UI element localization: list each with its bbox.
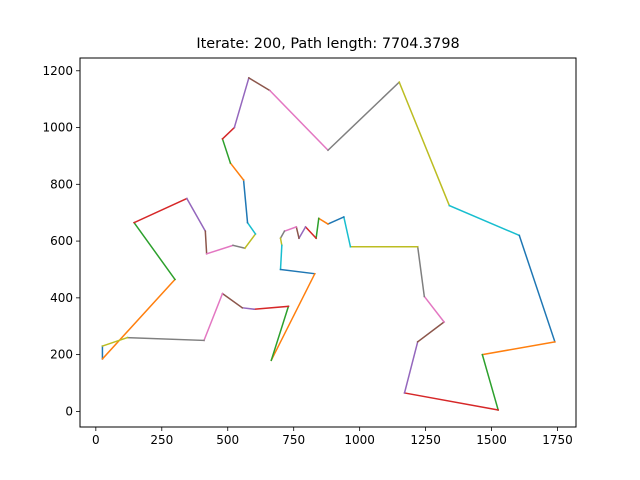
path-segment [205, 244, 234, 255]
path-segment [416, 320, 446, 343]
path-segment [247, 76, 271, 92]
x-tick-label: 250 [150, 433, 173, 447]
path-segment [416, 245, 426, 298]
path-segment [221, 137, 232, 164]
path-segment [279, 230, 286, 240]
path-segment [398, 81, 451, 207]
path-segment [283, 225, 298, 233]
path-segment [185, 197, 207, 233]
path-segment [246, 221, 257, 236]
x-tick-label: 1000 [344, 433, 375, 447]
y-tick-label: 600 [50, 234, 73, 248]
y-tick-label: 1000 [42, 121, 73, 135]
path-segment [253, 305, 290, 311]
path-segment [270, 272, 316, 362]
path-segment [233, 76, 250, 129]
y-tick-label: 200 [50, 348, 73, 362]
path-segment [304, 225, 318, 240]
plot-frame [79, 57, 577, 428]
path-segment [203, 292, 224, 342]
y-tick-label: 1200 [42, 64, 73, 78]
x-tick-label: 750 [282, 433, 305, 447]
path-segment [221, 292, 244, 309]
chart-title: Iterate: 200, Path length: 7704.3798 [196, 36, 459, 52]
path-segment [279, 237, 283, 247]
y-tick-label: 800 [50, 177, 73, 191]
path-segment [403, 340, 419, 394]
x-tick-label: 0 [92, 433, 100, 447]
path-segment [133, 221, 177, 281]
x-tick-label: 500 [216, 433, 239, 447]
x-tick-label: 1750 [542, 433, 573, 447]
path-segment [448, 204, 521, 237]
path-segment [133, 197, 188, 224]
path-segment [268, 89, 330, 152]
path-segment [101, 336, 129, 348]
path-segment [229, 161, 245, 182]
axis-ticks: 0 250 500 750 1000 1250 1500 1750 0 200 400 600 800 1… [42, 64, 572, 447]
path-segment [242, 179, 249, 224]
path-segment [295, 225, 300, 240]
path-segment [297, 225, 307, 240]
path-segment [232, 244, 246, 250]
path-segment [481, 340, 556, 356]
path-segment [241, 306, 255, 311]
path-segment [326, 81, 401, 152]
path-segment [126, 336, 205, 342]
y-tick-label: 0 [65, 404, 73, 418]
path-segment [423, 295, 446, 324]
x-tick-label: 1250 [410, 433, 441, 447]
path-segment [101, 278, 177, 360]
path-segment [221, 126, 236, 140]
x-tick-label: 1500 [476, 433, 507, 447]
path-segment [518, 234, 556, 343]
path-segment [279, 244, 283, 271]
path-segments [101, 76, 556, 411]
path-segment [481, 353, 500, 411]
path-segment [279, 268, 316, 275]
path-segment [204, 230, 208, 255]
path-segment [317, 217, 330, 226]
path-segment [315, 217, 320, 240]
path-segment [342, 216, 352, 248]
path-segment [243, 232, 257, 250]
path-segment [327, 215, 345, 226]
path-segment [403, 392, 500, 411]
path-segment [270, 305, 290, 362]
y-tick-label: 400 [50, 291, 73, 305]
